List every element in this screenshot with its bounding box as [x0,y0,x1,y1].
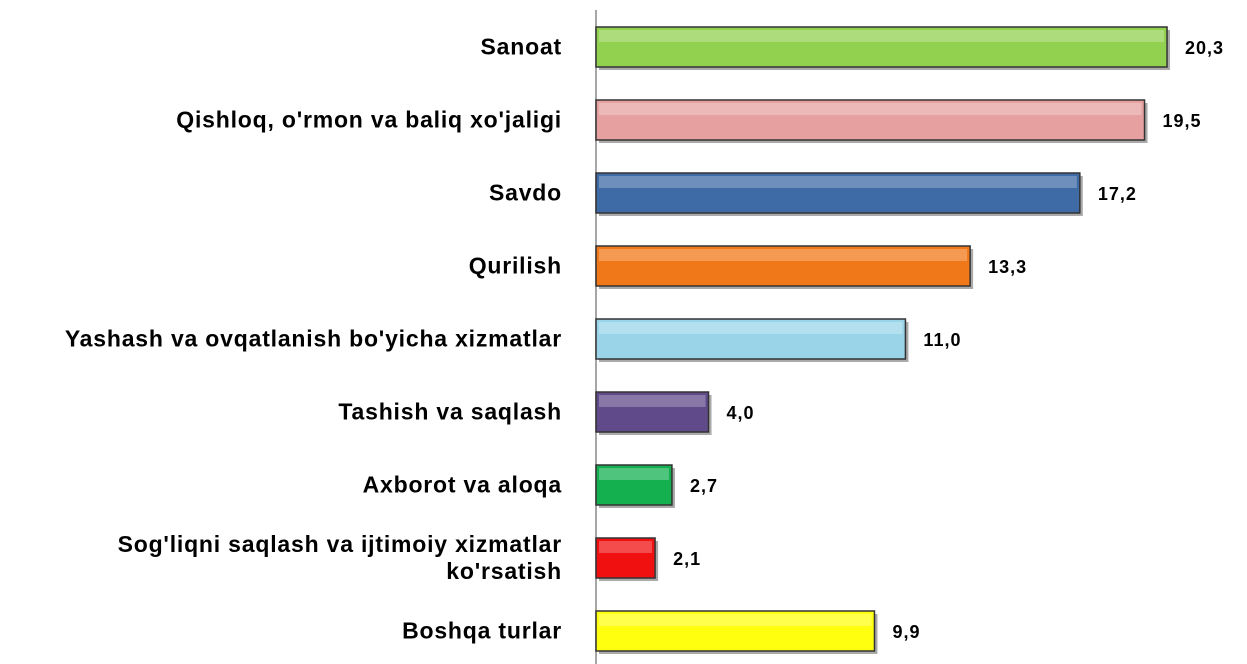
bar [595,610,876,652]
bar-highlight [599,614,872,626]
value-label: 4,0 [727,403,755,423]
bar-highlight [599,395,706,407]
bar [595,99,1146,141]
category-label: Sog'liqni saqlash va ijtimoiy xizmatlar … [117,531,562,584]
bar [595,245,971,287]
value-label: 9,9 [892,622,920,642]
bar-highlight [599,30,1165,42]
category-label: Sanoat [480,33,562,60]
value-label: 17,2 [1098,184,1137,204]
category-label: Qishloq, o'rmon va baliq xo'jaligi [176,106,562,133]
value-label: 13,3 [988,257,1027,277]
value-label: 2,7 [690,476,718,496]
bar [595,172,1081,214]
category-label: Axborot va aloqa [362,471,562,498]
value-label: 19,5 [1163,111,1202,131]
category-label: Yashash va ovqatlanish bo'yicha xizmatla… [64,325,562,352]
value-label: 20,3 [1185,38,1224,58]
category-label: Tashish va saqlash [338,398,562,425]
bar [595,318,907,360]
value-label: 11,0 [923,330,961,350]
value-label: 2,1 [673,549,701,569]
bar [595,26,1168,68]
bar-highlight [599,541,653,553]
bar-highlight [599,322,903,334]
category-label: Qurilish [468,252,562,279]
category-label: Boshqa turlar [402,617,562,644]
bar-highlight [599,103,1142,115]
category-label: Savdo [488,179,562,206]
bar [595,537,656,579]
bar-highlight [599,249,968,261]
bar-highlight [599,176,1077,188]
bar [595,464,673,506]
bar-highlight [599,468,669,480]
bar [595,391,710,433]
